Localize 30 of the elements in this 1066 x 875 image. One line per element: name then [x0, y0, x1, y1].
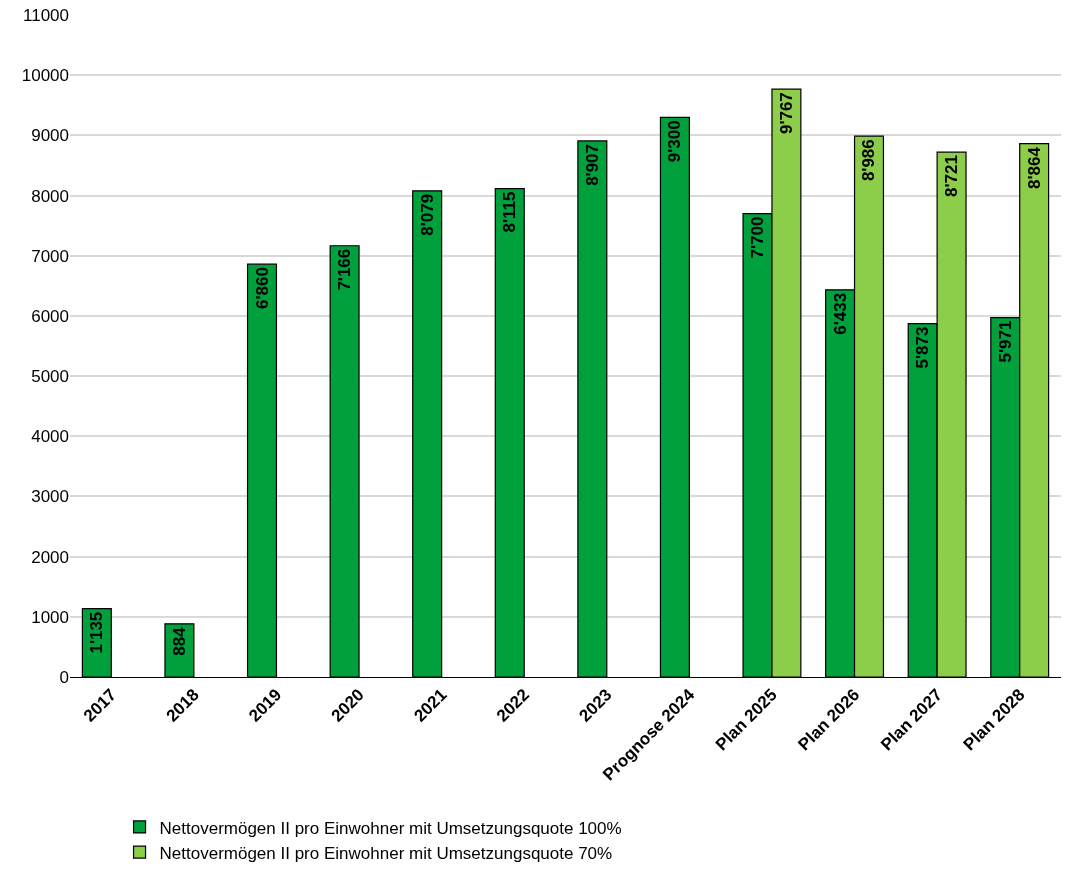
y-tick-label: 1000 — [31, 607, 69, 627]
data-label: 8'079 — [417, 193, 437, 236]
y-tick-label: 9000 — [31, 126, 69, 146]
data-label: 5'873 — [913, 326, 933, 369]
data-label: 5'971 — [995, 320, 1015, 363]
legend-label: Nettovermögen II pro Einwohner mit Umsetzungsquote 100% — [159, 818, 622, 838]
y-tick-label: 10000 — [21, 66, 69, 86]
data-label: 8'864 — [1024, 146, 1044, 189]
data-label: 884 — [169, 626, 189, 656]
y-tick-label: 0 — [59, 667, 69, 687]
y-tick-label: 11000 — [22, 5, 69, 25]
y-tick-label: 2000 — [31, 547, 69, 567]
y-tick-label: 7000 — [31, 246, 69, 266]
data-label: 7'700 — [748, 216, 768, 259]
data-label: 8'986 — [859, 139, 879, 182]
data-label: 9'300 — [665, 120, 685, 163]
y-tick-label: 5000 — [31, 367, 69, 387]
y-tick-label: 8000 — [31, 186, 69, 206]
data-label: 1'135 — [87, 611, 107, 654]
data-label: 7'166 — [335, 248, 355, 291]
data-label: 6'860 — [252, 267, 272, 310]
y-tick-label: 4000 — [31, 427, 69, 447]
y-tick-label: 6000 — [31, 306, 69, 326]
data-label: 6'433 — [830, 292, 850, 335]
data-label: 8'115 — [500, 191, 520, 233]
data-label: 8'721 — [942, 155, 962, 198]
legend-label: Nettovermögen II pro Einwohner mit Umsetzungsquote 70% — [159, 843, 613, 863]
y-tick-label: 3000 — [31, 487, 69, 507]
data-label: 8'907 — [582, 143, 602, 186]
data-label: 9'767 — [776, 92, 796, 135]
